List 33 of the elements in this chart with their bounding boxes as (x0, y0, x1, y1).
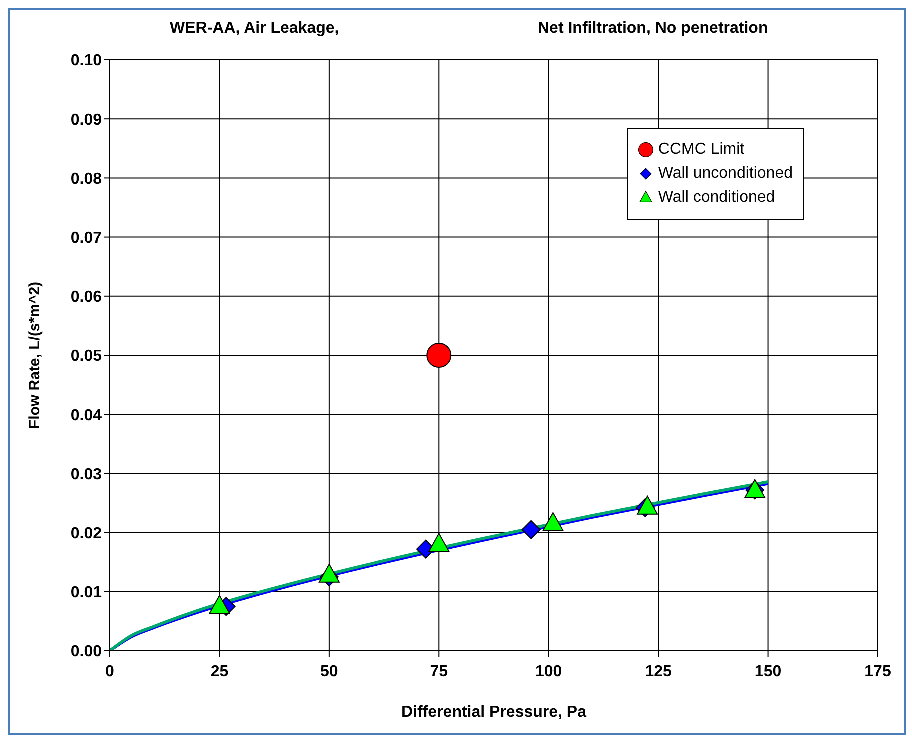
x-tick-label: 100 (536, 663, 562, 680)
chart-title: WER-AA, Air Leakage, (170, 20, 340, 38)
y-tick-label: 0.09 (70, 112, 102, 129)
y-axis-title: Flow Rate, L/(s*m^2) (26, 282, 44, 430)
y-tick-label: 0.06 (70, 289, 102, 306)
y-tick-label: 0.00 (70, 644, 102, 661)
x-tick-label: 75 (430, 663, 448, 680)
x-tick-label: 125 (645, 663, 672, 680)
legend-label: Wall unconditioned (658, 165, 793, 183)
y-tick-label: 0.05 (70, 348, 102, 366)
y-tick-label: 0.01 (70, 584, 102, 602)
x-axis-title: Differential Pressure, Pa (402, 704, 587, 721)
y-tick-label: 0.04 (70, 407, 102, 424)
x-tick-label: 150 (754, 663, 782, 680)
point (318, 564, 340, 583)
chart-subtitle: Net Infiltration, No penetration (538, 20, 768, 38)
y-tick-label: 0.07 (70, 230, 102, 247)
y-tick-label: 0.02 (70, 525, 102, 542)
point (522, 520, 541, 540)
x-tick-label: 50 (320, 663, 338, 680)
point (637, 496, 658, 515)
x-tick-label: 25 (210, 663, 229, 680)
point (542, 512, 564, 532)
y-tick-label: 0.08 (70, 170, 102, 188)
legend-label: Wall conditioned (658, 189, 776, 207)
y-tick-label: 0.03 (70, 466, 102, 484)
point (426, 343, 452, 368)
point (209, 595, 230, 614)
x-tick-label: 175 (864, 663, 892, 680)
legend-label: CCMC Limit (658, 141, 745, 159)
y-tick-label: 0.10 (70, 52, 102, 70)
point (428, 533, 450, 552)
x-tick-label: 0 (106, 663, 115, 680)
